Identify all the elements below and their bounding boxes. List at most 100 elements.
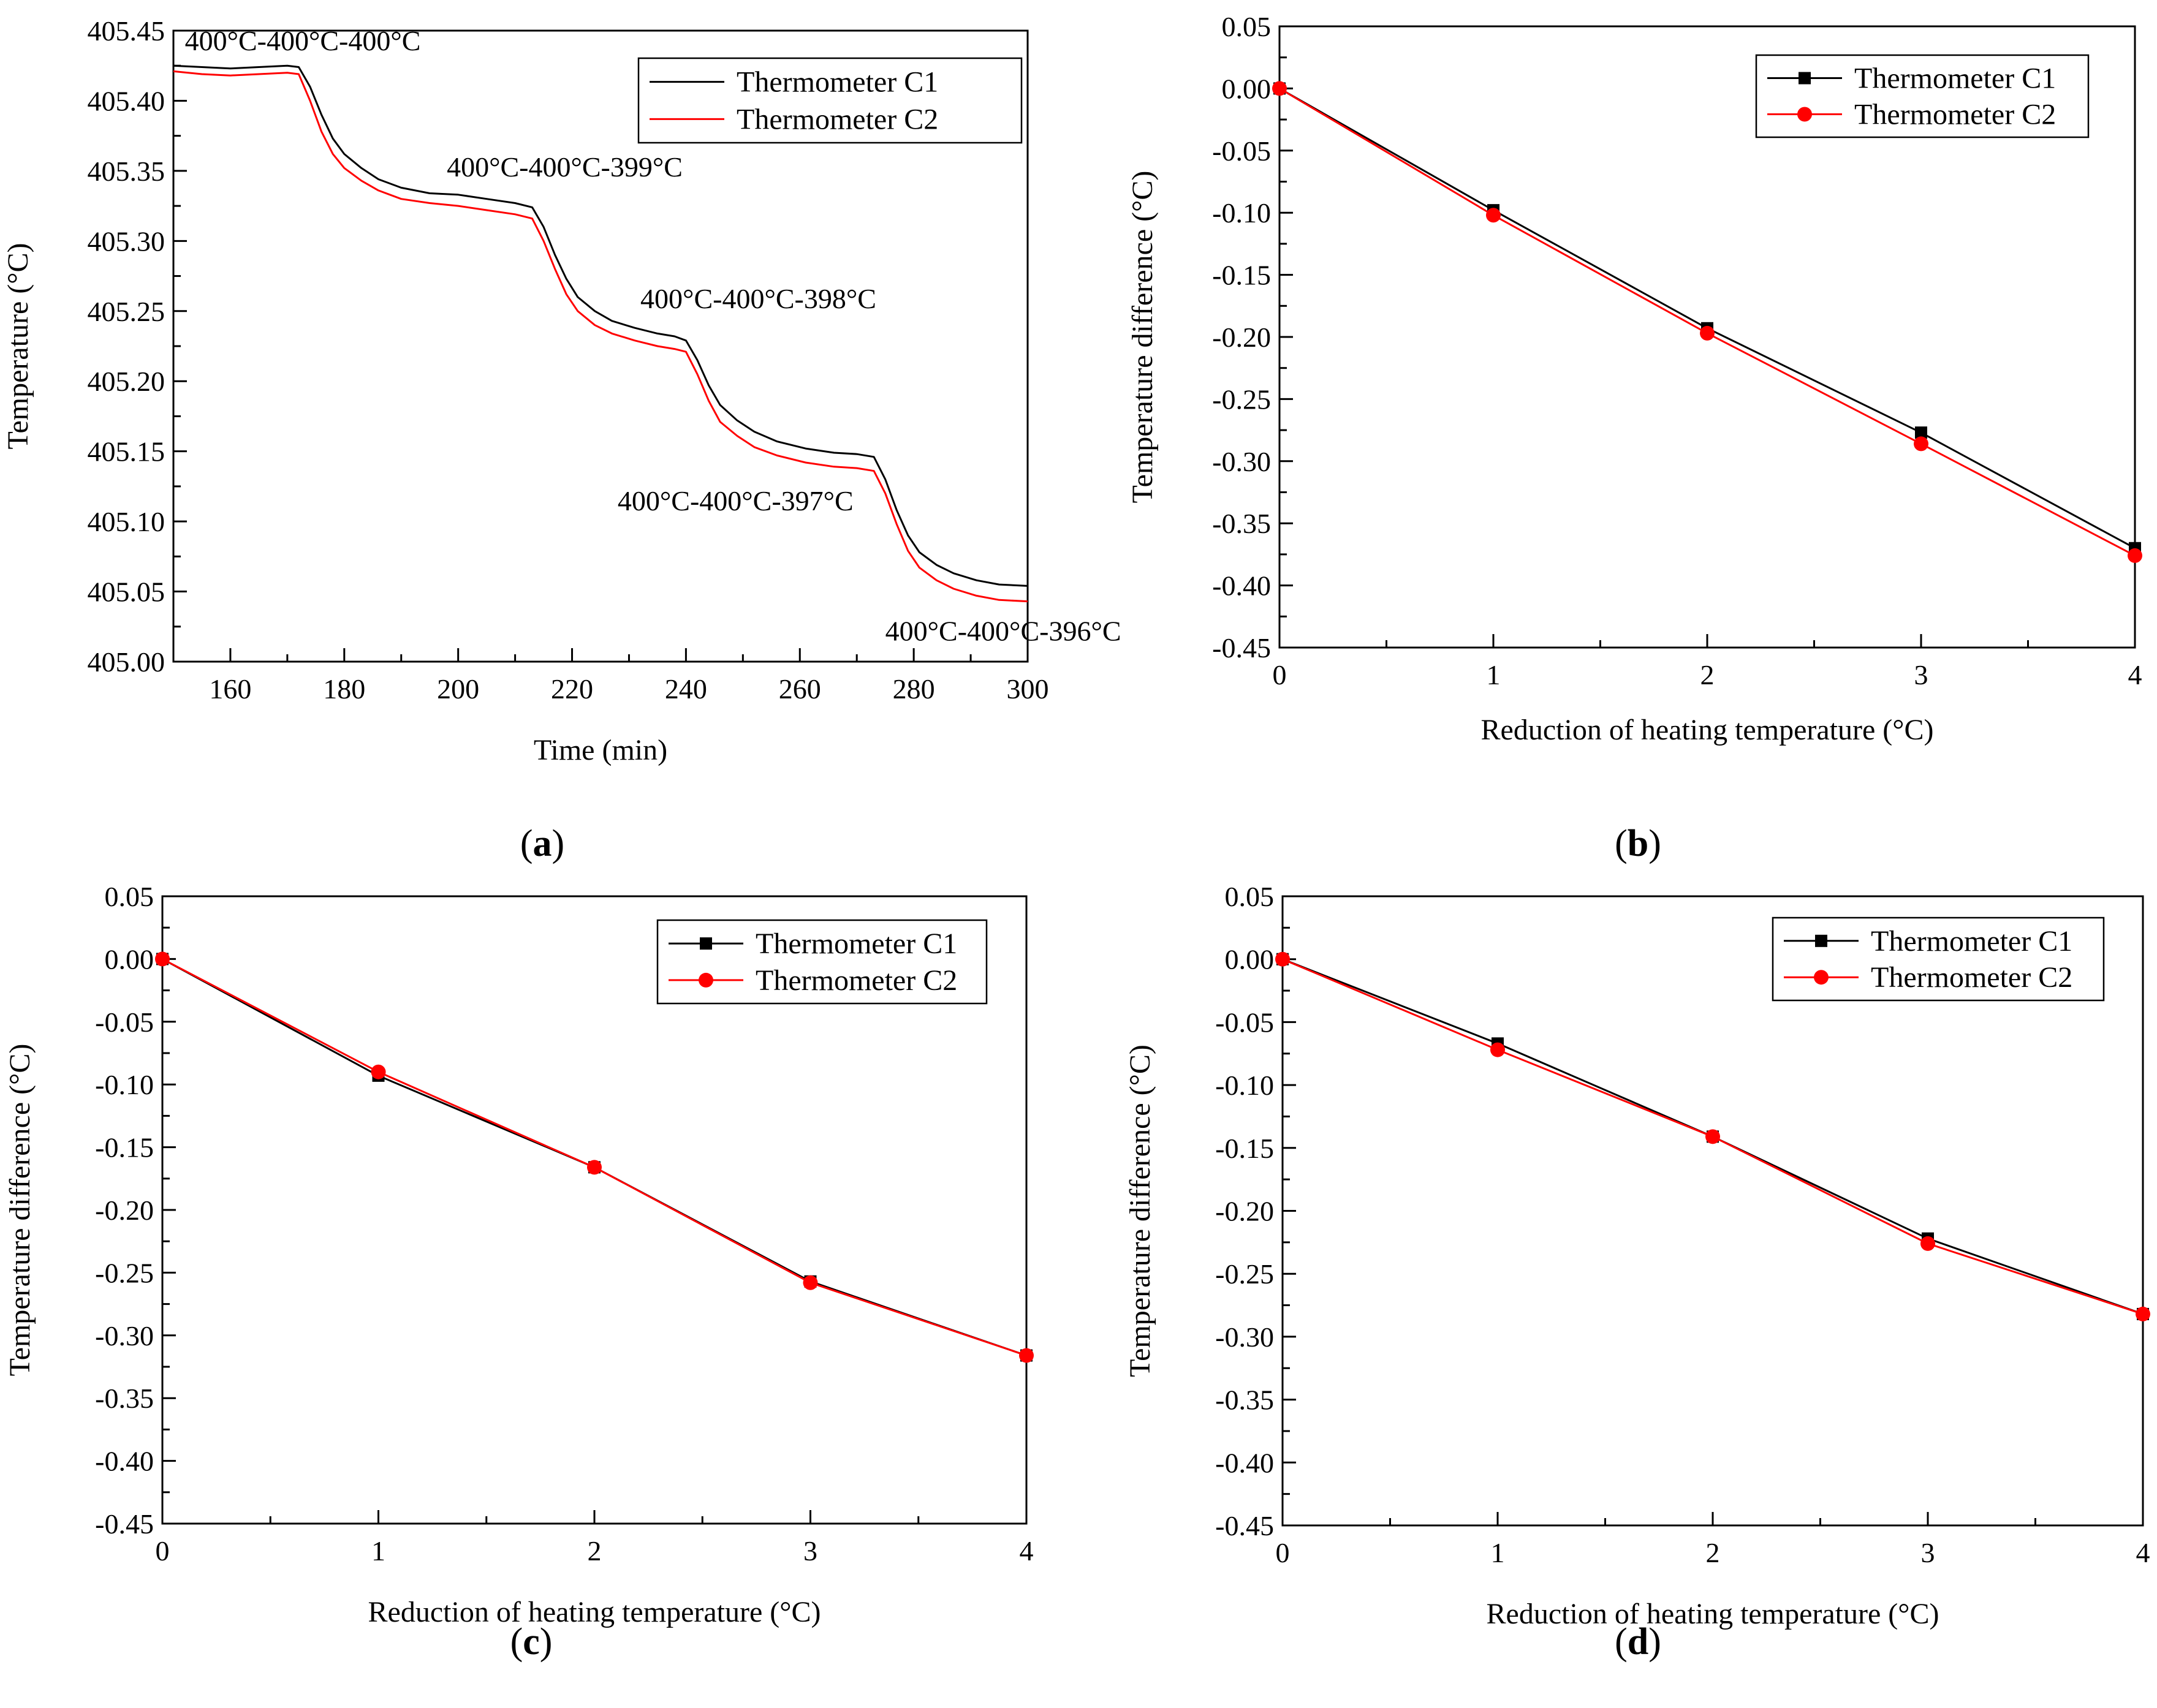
panel-label-close: ): [540, 1621, 553, 1663]
legend-marker-1: [1799, 72, 1811, 85]
legend-label-2: Thermometer C2: [1854, 98, 2056, 130]
series-2-point: [155, 951, 170, 967]
y-tick-label: 0.05: [1222, 11, 1272, 42]
x-tick-label: 3: [1914, 659, 1928, 690]
panel-label-close: ): [1648, 823, 1661, 864]
series-2-point: [1272, 81, 1287, 96]
legend-label-1: Thermometer C1: [756, 928, 957, 960]
y-tick-label: 0.00: [105, 943, 154, 975]
legend-marker-2: [1814, 970, 1829, 985]
series-2-point: [1920, 1236, 1935, 1251]
series-line-2: [173, 70, 1028, 603]
y-tick-label: -0.25: [95, 1257, 154, 1288]
y-tick-label: 405.45: [88, 15, 165, 47]
x-tick-label: 200: [437, 673, 479, 705]
y-tick-label: 405.35: [88, 156, 165, 187]
x-tick-label: 1: [1491, 1537, 1505, 1568]
y-tick-label: -0.30: [1212, 446, 1271, 477]
panel-label-letter: d: [1628, 1621, 1648, 1663]
legend-label-1: Thermometer C1: [1854, 62, 2056, 95]
y-tick-label: -0.05: [1215, 1007, 1274, 1038]
y-tick-label: 405.40: [88, 85, 165, 116]
y-tick-label: -0.15: [1212, 260, 1271, 291]
y-tick-label: 405.20: [88, 366, 165, 397]
x-tick-label: 1: [371, 1535, 385, 1566]
panels: 160 180 200 220 240 260 280 300405.00405.05405.…: [2, 11, 2150, 1663]
series-2-point: [371, 1064, 386, 1079]
x-tick-label: 220: [551, 673, 593, 705]
y-axis-title: Temperature (°C): [2, 243, 34, 449]
y-tick-label: -0.20: [1212, 322, 1271, 353]
legend-marker-1: [1815, 934, 1827, 947]
plot-data: [173, 64, 1028, 603]
chart-b: 0 1 2 3 4 0.05 0.00 -0.05 -0.10 -0.15 -0.20 -0.25 -0…: [1126, 11, 2142, 864]
step-annotation: 400°C-400°C-399°C: [447, 151, 683, 183]
series-2-point: [1705, 1129, 1720, 1144]
legend-box: [656, 919, 988, 1005]
series-2-point: [1486, 208, 1501, 223]
series-2-point: [1914, 436, 1928, 452]
y-tick-label: -0.10: [95, 1069, 154, 1100]
series-2-point: [2136, 1306, 2150, 1321]
y-tick-label: -0.25: [1212, 384, 1271, 415]
y-tick-label: 0.05: [1225, 881, 1275, 912]
panel-label-letter: c: [523, 1621, 540, 1663]
legend-box: [1755, 54, 2090, 138]
y-tick-label: -0.40: [1215, 1447, 1274, 1478]
x-tick-label: 2: [1706, 1537, 1720, 1568]
x-tick-label: 2: [1700, 659, 1715, 690]
legend-marker-1: [700, 937, 712, 950]
step-annotation: 400°C-400°C-398°C: [640, 283, 876, 314]
y-tick-label: 405.30: [88, 225, 165, 257]
panel-label: (d): [1615, 1621, 1661, 1663]
x-tick-label: 4: [2128, 659, 2142, 690]
legend-label-2: Thermometer C2: [756, 964, 957, 997]
panel-label-close: ): [1648, 1621, 1661, 1663]
legend-label-1: Thermometer C1: [1871, 925, 2072, 958]
series-1-point: [1915, 426, 1927, 439]
x-tick-label: 160: [209, 673, 251, 705]
chart-a: 160 180 200 220 240 260 280 300 405.00 405.05 405.…: [2, 15, 1121, 864]
y-tick-label: -0.45: [1212, 632, 1271, 663]
y-tick-label: -0.15: [95, 1132, 154, 1163]
series-2-point: [1700, 325, 1715, 341]
x-tick-label: 180: [323, 673, 365, 705]
y-tick-label: 0.00: [1225, 944, 1275, 975]
x-tick-label: 4: [1020, 1535, 1034, 1566]
panel-label-letter: b: [1628, 823, 1648, 864]
y-tick-label: -0.05: [95, 1007, 154, 1038]
x-tick-label: 1: [1487, 659, 1501, 690]
y-tick-label: 405.25: [88, 296, 165, 327]
x-tick-label: 3: [803, 1535, 817, 1566]
step-annotation: 400°C-400°C-400°C: [185, 25, 421, 56]
y-axis-title: Temperature difference (°C): [4, 1044, 36, 1377]
x-tick-label: 0: [156, 1535, 170, 1566]
series-2-point: [2128, 548, 2142, 563]
x-tick-label: 260: [779, 673, 821, 705]
y-tick-label: -0.05: [1212, 135, 1271, 167]
series-2-point: [1275, 951, 1290, 967]
panel-label: (c): [510, 1621, 553, 1663]
series-2-point: [587, 1160, 602, 1175]
panel-label: (b): [1615, 823, 1661, 864]
x-axis-title: Reduction of heating temperature (°C): [368, 1596, 821, 1628]
chart-d: 0 1 2 3 4 0.05 0.00 -0.05 -0.10 -0.15 -0.20 -0.25 -0…: [1124, 881, 2150, 1663]
y-tick-label: -0.40: [95, 1446, 154, 1477]
legend-marker-2: [699, 972, 713, 988]
panel-label-letter: a: [533, 823, 552, 864]
y-tick-label: 0.05: [105, 881, 154, 912]
chart-c: 0 1 2 3 4 0.05 0.00 -0.05 -0.10 -0.15 -0.20 -0.25 -0…: [4, 881, 1034, 1663]
y-tick-label: -0.35: [1212, 508, 1271, 539]
step-annotation: 400°C-400°C-396°C: [885, 616, 1121, 647]
y-axis-title: Temperature difference (°C): [1124, 1045, 1156, 1377]
y-tick-label: -0.20: [1215, 1196, 1274, 1227]
y-tick-label: -0.30: [95, 1320, 154, 1351]
y-tick-label: 405.05: [88, 576, 165, 608]
legend-label-2: Thermometer C2: [737, 103, 938, 135]
x-tick-label: 2: [588, 1535, 602, 1566]
x-tick-label: 300: [1007, 673, 1049, 705]
legend-marker-2: [1797, 107, 1812, 122]
